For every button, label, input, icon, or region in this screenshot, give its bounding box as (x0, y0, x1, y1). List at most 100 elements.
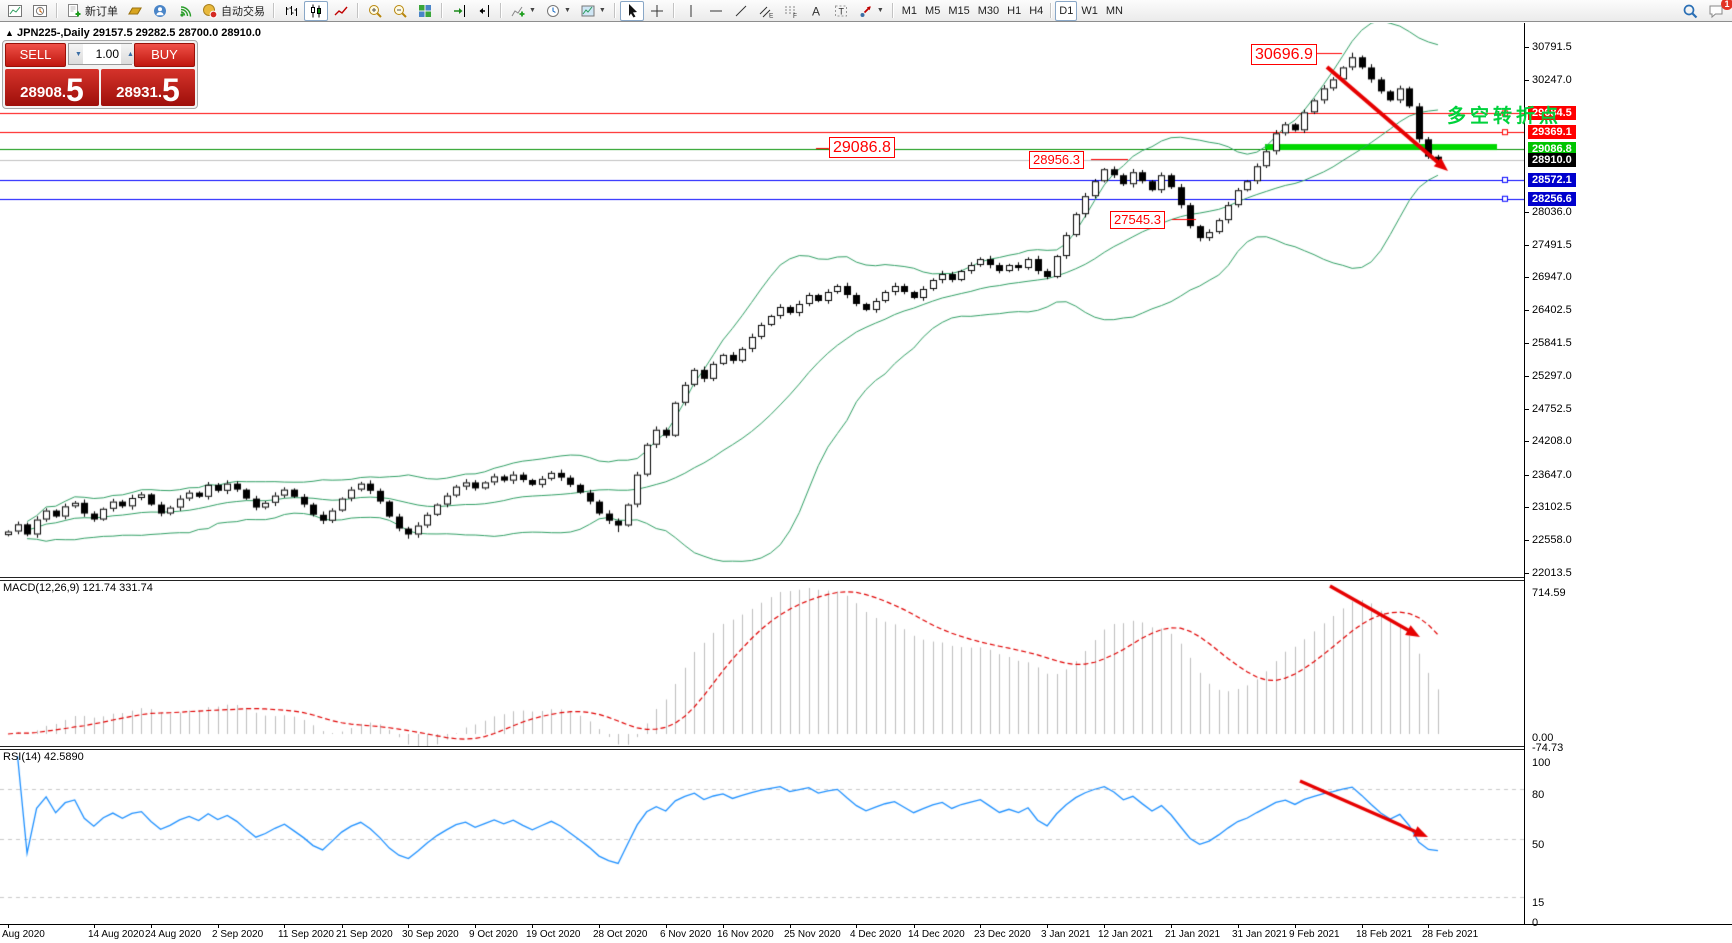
price-tick-mark (1525, 376, 1529, 377)
price-tick-label: 24752.5 (1532, 403, 1572, 415)
date-axis[interactable]: Aug 2020 14 Aug 2020 24 Aug 2020 2 Sep 2020… (0, 925, 1524, 943)
templates-icon (581, 5, 595, 16)
periods-button[interactable]: ▼ (541, 1, 575, 21)
autotrade-button[interactable]: 自动交易 (198, 1, 269, 21)
price-scale[interactable]: 30791.5 30247.0 28036.0 27491.5 26947.0 26402… (1525, 23, 1732, 929)
toolbar-separator (441, 3, 443, 18)
fibonacci-button[interactable]: F (779, 1, 803, 21)
bull-bear-turning-point-note[interactable]: 多空转折点 (1447, 106, 1563, 127)
price-tick-mark (1525, 47, 1529, 48)
crosshair-button[interactable] (645, 1, 669, 21)
collapse-icon[interactable]: ▲ (5, 28, 14, 38)
volume-increment-button[interactable]: ▲ (121, 44, 135, 64)
tile-windows-button[interactable] (413, 1, 437, 21)
date-tick-mark (1428, 925, 1429, 928)
timeframe-m5[interactable]: M5 (925, 4, 941, 17)
price-tick-mark (1525, 245, 1529, 246)
chat-button[interactable]: 1 (1704, 0, 1732, 21)
volume-stepper: ▼ ▲ (68, 43, 135, 65)
community-button[interactable] (148, 1, 172, 21)
signals-button[interactable] (173, 1, 197, 21)
price-tick-label: 24208.0 (1532, 435, 1572, 447)
price-tick-mark (1525, 310, 1529, 311)
timeframe-h1[interactable]: H1 (1007, 4, 1022, 17)
buy-button[interactable]: BUY (134, 43, 195, 67)
panel-divider[interactable] (0, 577, 1732, 581)
rsi-panel-canvas[interactable] (0, 749, 1524, 924)
channel-button[interactable]: E (754, 1, 778, 21)
annotation-peak-price[interactable]: 30696.9 (1251, 44, 1317, 65)
date-label: 11 Sep 2020 (278, 929, 334, 940)
profiles-button[interactable] (28, 1, 52, 21)
svg-text:A: A (812, 4, 820, 18)
ohlc-readout: 29157.5 29282.5 28700.0 28910.0 (92, 27, 262, 39)
toolbar-separator (613, 3, 616, 18)
trendline-button[interactable] (729, 1, 753, 21)
toolbar-separator (56, 3, 58, 18)
arrows-button[interactable]: ▼ (854, 1, 888, 21)
sell-button[interactable]: SELL (5, 43, 66, 67)
new-order-button[interactable]: 新订单 (62, 1, 122, 21)
text-label-button[interactable]: T (829, 1, 853, 21)
horizontal-line-icon (709, 10, 722, 11)
indicators-icon (511, 6, 525, 16)
bar-chart-button[interactable] (279, 1, 303, 21)
bar-chart-icon (286, 5, 297, 16)
buy-price-display[interactable]: 28931. 5 (101, 69, 195, 106)
price-level-chip: 28256.6 (1528, 192, 1576, 206)
channel-icon: E (759, 6, 774, 19)
timeframe-group: M1 M5 M15 M30 H1 H4 D1 W1 MN (898, 0, 1127, 21)
timeframe-d1[interactable]: D1 (1055, 0, 1078, 21)
date-label: 21 Jan 2021 (1165, 929, 1221, 940)
auto-scroll-button[interactable] (447, 1, 471, 21)
macd-tick-label: -74.73 (1532, 742, 1564, 754)
volume-input[interactable] (83, 44, 121, 64)
vertical-line-button[interactable] (679, 1, 703, 21)
main-chart-canvas[interactable] (0, 23, 1524, 577)
sell-price-display[interactable]: 28908. 5 (5, 69, 99, 106)
horizontal-line-button[interactable] (704, 1, 728, 21)
date-tick-mark (666, 925, 667, 928)
templates-button[interactable]: ▼ (576, 1, 610, 21)
new-chart-icon (8, 4, 22, 17)
rsi-tick-label: 15 (1532, 897, 1545, 909)
macd-panel-canvas[interactable] (0, 580, 1524, 746)
panel-divider[interactable] (0, 746, 1732, 750)
indicators-button[interactable]: ▼ (506, 1, 540, 21)
rsi-tick-label: 100 (1532, 757, 1551, 769)
toolbox-button[interactable] (123, 1, 147, 21)
timeframe-m15[interactable]: M15 (948, 4, 970, 17)
annotation-support-price[interactable]: 29086.8 (829, 137, 895, 158)
search-button[interactable] (1677, 1, 1703, 21)
cursor-button[interactable] (619, 0, 644, 21)
text-label-icon: T (834, 5, 847, 16)
annotation-breakout-price[interactable]: 28956.3 (1029, 151, 1084, 169)
timeframe-m30[interactable]: M30 (977, 4, 1000, 17)
price-level-chip: 28572.1 (1528, 173, 1576, 187)
date-label: 14 Dec 2020 (908, 929, 965, 940)
symbol-label: JPN225-,Daily (16, 27, 90, 39)
toolbox-icon (128, 7, 142, 14)
timeframe-mn[interactable]: MN (1105, 4, 1123, 17)
price-axis-line (1524, 23, 1525, 925)
volume-decrement-button[interactable]: ▼ (69, 44, 83, 64)
candlestick-button[interactable] (304, 0, 328, 21)
zoom-in-button[interactable] (363, 1, 387, 21)
toolbar-separator (273, 3, 275, 18)
new-chart-button[interactable] (3, 1, 27, 21)
line-chart-button[interactable] (329, 1, 353, 21)
annotation-swinglow-price[interactable]: 27545.3 (1110, 211, 1165, 229)
fibonacci-icon: F (784, 6, 797, 19)
price-tick-label: 30791.5 (1532, 41, 1572, 53)
zoom-out-button[interactable] (388, 1, 412, 21)
rsi-tick-label: 0 (1532, 917, 1539, 929)
timeframe-m1[interactable]: M1 (901, 4, 918, 17)
text-button[interactable]: A (804, 1, 828, 21)
date-label: 18 Feb 2021 (1356, 929, 1413, 940)
timeframe-h4[interactable]: H4 (1029, 4, 1044, 17)
chart-shift-button[interactable] (472, 1, 496, 21)
macd-label: MACD(12,26,9) 121.74 331.74 (3, 582, 153, 594)
date-tick-mark (1171, 925, 1172, 928)
timeframe-w1[interactable]: W1 (1081, 4, 1098, 17)
price-tick-mark (1525, 573, 1529, 574)
